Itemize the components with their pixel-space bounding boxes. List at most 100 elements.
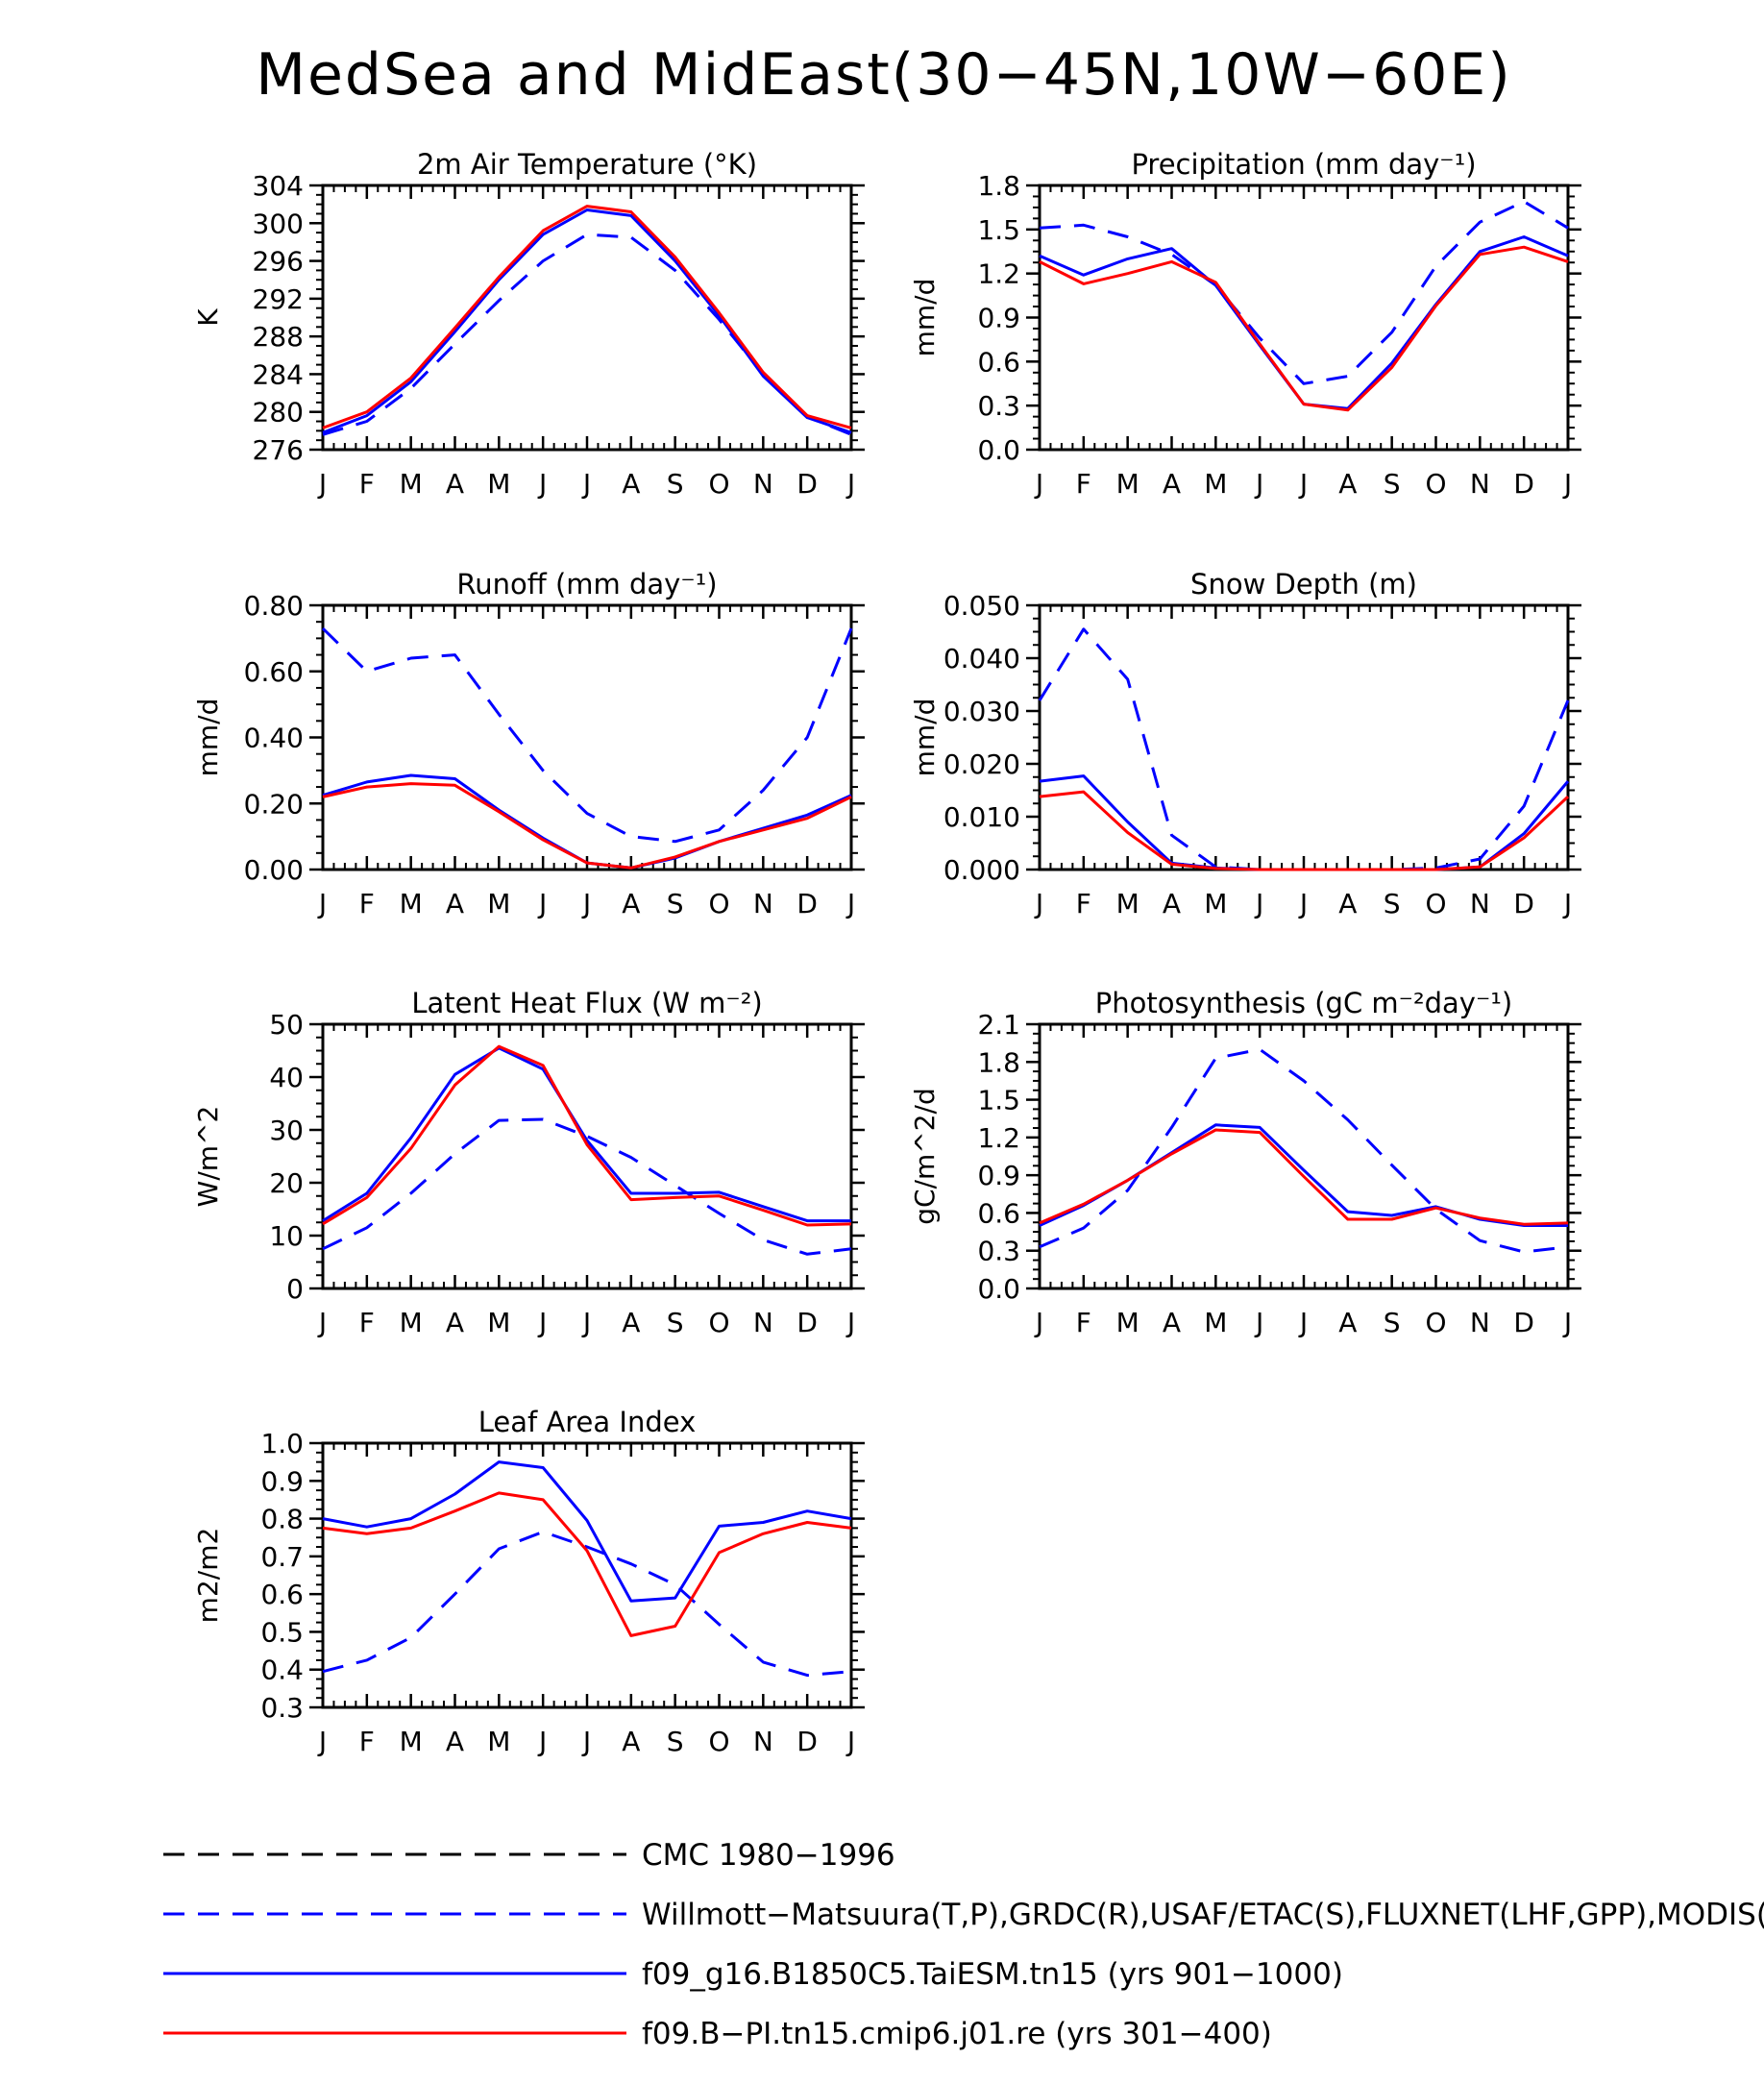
- x-tick-label: O: [708, 468, 729, 500]
- series-line-solid-red: [322, 1044, 852, 1227]
- legend-item: f09_g16.B1850C5.TaiESM.tn15 (yrs 901−100…: [163, 1957, 1343, 1992]
- chart-panel-7: J F M A M J J A S O N D J0.30.40.50.60.70.80.91.0Lea…: [192, 1406, 865, 1757]
- panel-title: Snow Depth (m): [1190, 568, 1417, 601]
- x-tick-label: J: [845, 468, 855, 500]
- x-tick-label: J: [537, 1307, 547, 1338]
- x-tick-label: J: [1298, 468, 1308, 500]
- x-tick-label: J: [317, 1307, 327, 1338]
- x-tick-label: A: [622, 1307, 640, 1338]
- x-tick-label: F: [1076, 468, 1091, 500]
- x-tick-label: M: [1204, 1307, 1227, 1338]
- chart-panel-1: J F M A M J J A S O N D J2762802842882922963003042m …: [192, 148, 865, 500]
- y-tick-label: 1.2: [977, 258, 1020, 290]
- y-tick-label: 10: [269, 1220, 304, 1252]
- x-tick-label: M: [400, 1307, 423, 1338]
- y-tick-label: 0.5: [260, 1616, 304, 1648]
- y-tick-label: 1.8: [977, 170, 1020, 202]
- x-tick-label: A: [446, 1726, 464, 1757]
- chart-panel-4: J F M A M J J A S O N D J0.0000.0100.0200.0300.0400.…: [909, 568, 1581, 919]
- y-tick-label: 0.80: [244, 590, 304, 622]
- legend-label: f09_g16.B1850C5.TaiESM.tn15 (yrs 901−100…: [642, 1957, 1343, 1992]
- y-axis-label: mm/d: [909, 699, 941, 777]
- legend-label: f09.B−PI.tn15.cmip6.j01.re (yrs 301−400): [642, 2017, 1272, 2051]
- y-tick-label: 276: [253, 434, 304, 466]
- panels-group: J F M A M J J A S O N D J2762802842882922963003042m …: [192, 148, 1581, 1757]
- series-line-dashed-blue: [1039, 1047, 1569, 1254]
- y-tick-label: 0.00: [244, 854, 304, 886]
- x-tick-label: O: [708, 888, 729, 919]
- x-tick-label: J: [537, 1726, 547, 1757]
- legend: CMC 1980−1996 Willmott−Matsuura(T,P),GRDC…: [163, 1838, 1764, 2051]
- x-tick-label: J: [1562, 468, 1572, 500]
- x-tick-label: M: [487, 1307, 510, 1338]
- chart-panel-2: J F M A M J J A S O N D J0.00.30.60.91.21.51.8Precip…: [909, 148, 1581, 500]
- x-tick-label: J: [1034, 468, 1043, 500]
- x-tick-label: S: [1384, 888, 1401, 919]
- y-tick-label: 300: [253, 208, 304, 239]
- x-tick-label: A: [446, 468, 464, 500]
- x-tick-label: A: [622, 468, 640, 500]
- plot-frame: [321, 184, 853, 452]
- y-tick-label: 296: [253, 246, 304, 278]
- x-tick-label: M: [400, 1726, 423, 1757]
- x-tick-label: J: [1562, 1307, 1572, 1338]
- series-line-dashed-blue: [322, 1530, 852, 1678]
- x-tick-label: O: [1425, 1307, 1446, 1338]
- x-tick-label: J: [1254, 888, 1263, 919]
- y-tick-label: 0.6: [977, 346, 1020, 378]
- y-tick-label: 0.020: [943, 748, 1020, 780]
- series-line-dashed-blue: [322, 233, 852, 436]
- y-tick-label: 0.3: [260, 1692, 304, 1724]
- x-tick-label: O: [708, 1307, 729, 1338]
- series-line-dashed-blue: [1039, 200, 1569, 385]
- x-tick-label: F: [1076, 1307, 1091, 1338]
- x-tick-label: J: [845, 1726, 855, 1757]
- legend-item: f09.B−PI.tn15.cmip6.j01.re (yrs 301−400): [163, 2017, 1272, 2051]
- x-tick-label: A: [1163, 1307, 1181, 1338]
- x-tick-label: M: [1116, 1307, 1139, 1338]
- x-tick-label: J: [1298, 888, 1308, 919]
- y-tick-label: 304: [253, 170, 304, 202]
- panel-title: Latent Heat Flux (W m⁻²): [411, 987, 762, 1019]
- y-tick-label: 0.000: [943, 854, 1020, 886]
- x-tick-label: M: [400, 888, 423, 919]
- series-line-solid-red: [322, 205, 852, 429]
- x-tick-label: A: [446, 1307, 464, 1338]
- y-tick-label: 0.9: [260, 1465, 304, 1497]
- y-tick-label: 0.6: [977, 1197, 1020, 1229]
- y-tick-label: 0.4: [260, 1655, 304, 1686]
- y-tick-label: 0.40: [244, 723, 304, 754]
- y-tick-label: 20: [269, 1167, 304, 1199]
- x-tick-label: J: [1298, 1307, 1308, 1338]
- x-tick-label: A: [1163, 888, 1181, 919]
- y-axis-label: mm/d: [192, 699, 224, 777]
- x-tick-label: A: [622, 1726, 640, 1757]
- x-tick-label: J: [1034, 1307, 1043, 1338]
- x-tick-label: S: [667, 888, 684, 919]
- y-tick-label: 0.9: [977, 303, 1020, 334]
- series-line-solid-blue: [322, 1460, 852, 1603]
- legend-item: CMC 1980−1996: [163, 1838, 895, 1873]
- plot-frame: [1038, 184, 1570, 452]
- x-tick-label: J: [581, 888, 591, 919]
- x-tick-label: D: [796, 888, 818, 919]
- x-tick-label: D: [1513, 468, 1534, 500]
- y-axis-label: K: [192, 308, 224, 327]
- y-tick-label: 288: [253, 321, 304, 353]
- y-tick-label: 0.9: [977, 1160, 1020, 1191]
- x-tick-label: J: [581, 1726, 591, 1757]
- x-tick-label: J: [581, 468, 591, 500]
- x-tick-label: D: [796, 1307, 818, 1338]
- x-tick-label: N: [753, 1307, 773, 1338]
- x-tick-label: A: [1338, 468, 1357, 500]
- panel-title: 2m Air Temperature (°K): [417, 148, 757, 181]
- y-tick-label: 0.0: [977, 1273, 1020, 1305]
- legend-item: Willmott−Matsuura(T,P),GRDC(R),USAF/ETAC…: [163, 1898, 1764, 1932]
- series-line-solid-red: [1039, 1128, 1569, 1226]
- series-line-dashed-blue: [322, 1117, 852, 1256]
- y-tick-label: 0.7: [260, 1541, 304, 1573]
- y-tick-label: 1.0: [260, 1428, 304, 1459]
- x-tick-label: F: [359, 1307, 375, 1338]
